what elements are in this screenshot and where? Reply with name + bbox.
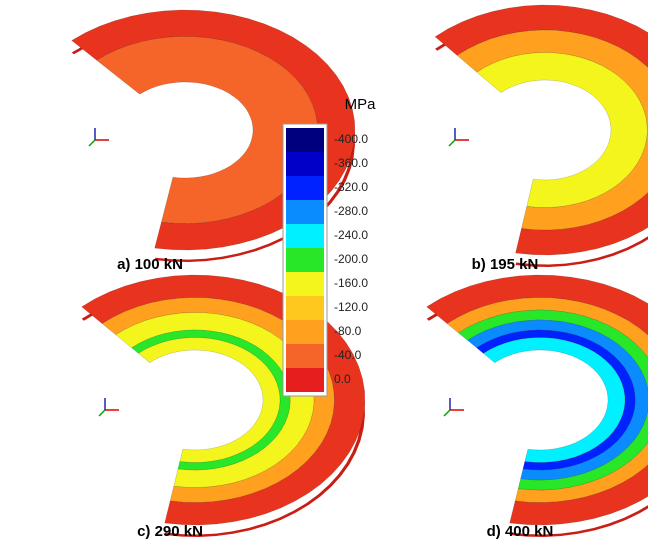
figure: a) 100 kN b) 195 kN c) 290 kN d) 400 kN … bbox=[0, 0, 648, 542]
colorbar-swatch bbox=[286, 128, 324, 152]
colorbar-label: -360.0 bbox=[334, 156, 368, 170]
colorbar-swatch bbox=[286, 200, 324, 224]
axis-triad bbox=[89, 140, 95, 146]
colorbar: -400.0 -360.0 -320.0 -280.0 -240.0 -200.0 -160… bbox=[283, 124, 368, 396]
panel-caption: b) 195 kN bbox=[472, 256, 539, 273]
colorbar-swatch bbox=[286, 224, 324, 248]
colorbar-swatch bbox=[286, 320, 324, 344]
colorbar-swatch bbox=[286, 152, 324, 176]
panel-caption: a) 100 kN bbox=[117, 256, 183, 273]
colorbar-label: -280.0 bbox=[334, 204, 368, 218]
axis-triad bbox=[99, 410, 105, 416]
colorbar-label: -320.0 bbox=[334, 180, 368, 194]
panel-caption: d) 400 kN bbox=[487, 523, 554, 540]
axis-triad bbox=[444, 410, 450, 416]
colorbar-swatch bbox=[286, 344, 324, 368]
colorbar-swatch bbox=[286, 368, 324, 392]
colorbar-label: -200.0 bbox=[334, 252, 368, 266]
colorbar-label: -240.0 bbox=[334, 228, 368, 242]
colorbar-label: 0.0 bbox=[334, 372, 351, 386]
colorbar-label: -40.0 bbox=[334, 348, 362, 362]
axis-triad bbox=[449, 140, 455, 146]
colorbar-swatch bbox=[286, 296, 324, 320]
colorbar-swatch bbox=[286, 272, 324, 296]
colorbar-unit: MPa bbox=[345, 96, 377, 113]
colorbar-swatch bbox=[286, 248, 324, 272]
colorbar-label: -160.0 bbox=[334, 276, 368, 290]
colorbar-label: -400.0 bbox=[334, 132, 368, 146]
colorbar-label: -80.0 bbox=[334, 324, 362, 338]
colorbar-label: -120.0 bbox=[334, 300, 368, 314]
colorbar-swatch bbox=[286, 176, 324, 200]
panel-caption: c) 290 kN bbox=[137, 523, 203, 540]
